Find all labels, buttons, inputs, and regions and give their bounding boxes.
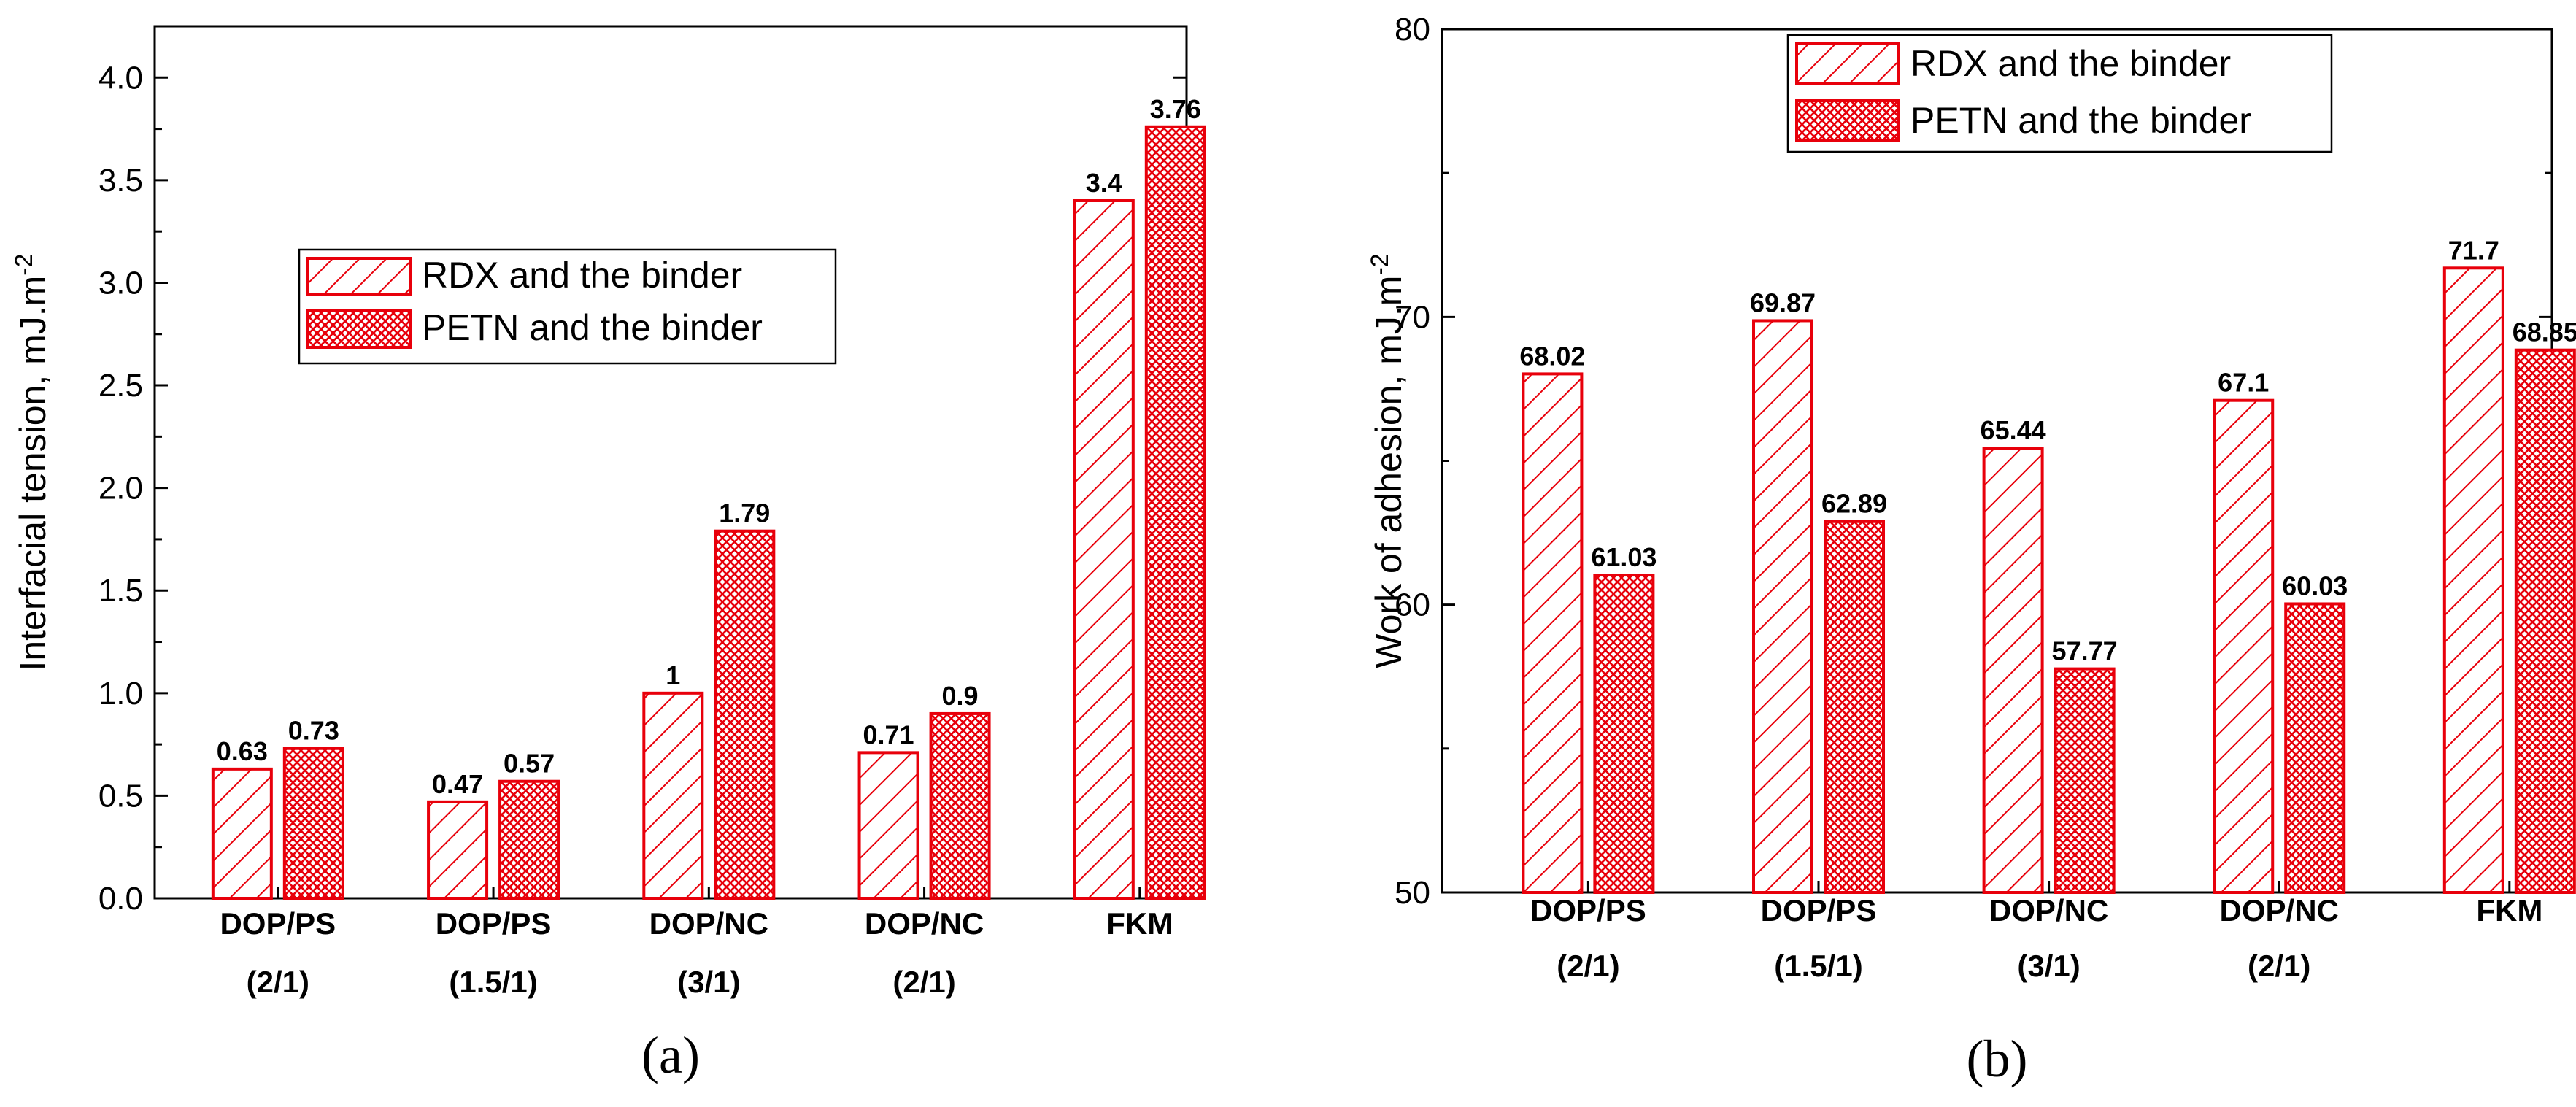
y-tick-label: 4.0 (99, 60, 143, 96)
x-category-label: DOP/NC (1989, 893, 2108, 927)
y-tick-label: 1.0 (99, 676, 143, 711)
y-tick-label: 0.0 (99, 881, 143, 917)
data-label: 0.9 (942, 681, 979, 711)
data-label: 0.71 (863, 720, 914, 749)
x-category-label: DOP/NC (865, 906, 984, 941)
x-category-label: FKM (2476, 893, 2542, 927)
x-category-label: FKM (1106, 906, 1173, 941)
x-category-sublabel: (2/1) (892, 965, 955, 999)
data-label: 3.4 (1086, 168, 1122, 198)
bar-rdx-4 (1073, 199, 1135, 900)
x-category-label: DOP/PS (436, 906, 552, 941)
legend-entry: RDX and the binder (422, 255, 742, 296)
legend-swatch (1795, 42, 1900, 85)
bar-petn-3 (2284, 602, 2346, 894)
bar-rdx-0 (211, 767, 273, 900)
y-tick-label: 70 (1395, 299, 1430, 335)
bar-rdx-3 (2213, 398, 2275, 894)
panel-label: (b) (1967, 1030, 2028, 1088)
y-tick-label: 2.5 (99, 368, 143, 404)
x-category-label: DOP/NC (649, 906, 768, 941)
data-label: 60.03 (2282, 571, 2348, 601)
x-category-sublabel: (2/1) (2248, 949, 2310, 983)
data-label: 68.85 (2513, 317, 2576, 347)
bar-petn-4 (2514, 348, 2576, 895)
x-category-label: DOP/PS (1530, 893, 1646, 927)
legend-swatch (306, 257, 412, 296)
x-category-label: DOP/NC (2220, 893, 2339, 927)
legend-swatch (1795, 99, 1900, 142)
data-label: 61.03 (1591, 542, 1657, 572)
bar-petn-0 (1593, 574, 1655, 895)
panel-label: (a) (641, 1026, 700, 1084)
bar-rdx-3 (857, 751, 919, 900)
x-category-label: DOP/PS (1761, 893, 1877, 927)
bar-rdx-1 (427, 800, 489, 900)
x-category-sublabel: (1.5/1) (1774, 949, 1862, 983)
bar-rdx-1 (1751, 319, 1813, 894)
legend-swatch (306, 309, 412, 349)
data-label: 0.57 (504, 749, 555, 779)
data-label: 62.89 (1821, 489, 1887, 519)
legend-entry: PETN and the binder (422, 307, 763, 348)
bar-petn-2 (2054, 667, 2116, 895)
y-axis-title: Interfacial tension, mJ.m-2 (10, 253, 53, 671)
bar-rdx-4 (2442, 266, 2504, 894)
x-category-sublabel: (2/1) (1557, 949, 1619, 983)
bar-rdx-2 (642, 691, 704, 900)
y-tick-label: 2.0 (99, 471, 143, 506)
bar-petn-4 (1144, 125, 1206, 900)
x-category-sublabel: (3/1) (677, 965, 740, 999)
data-label: 1.79 (719, 498, 770, 528)
bar-petn-3 (929, 711, 991, 900)
x-category-sublabel: (2/1) (247, 965, 309, 999)
bar-petn-1 (1823, 520, 1885, 894)
data-label: 67.1 (2218, 368, 2269, 398)
bar-petn-0 (282, 747, 344, 900)
x-category-sublabel: (3/1) (2017, 949, 2080, 983)
y-tick-label: 50 (1395, 875, 1430, 911)
bar-rdx-0 (1522, 372, 1584, 894)
data-label: 57.77 (2052, 636, 2118, 666)
y-axis-title: Work of adhesion, mJ.m-2 (1366, 253, 1409, 668)
data-label: 69.87 (1750, 288, 1816, 317)
data-label: 0.73 (288, 716, 339, 746)
data-label: 1 (666, 660, 680, 690)
data-label: 65.44 (1981, 415, 2046, 445)
y-tick-label: 3.0 (99, 265, 143, 301)
legend-entry: PETN and the binder (1910, 100, 2251, 141)
y-tick-label: 3.5 (99, 163, 143, 198)
data-label: 71.7 (2448, 235, 2499, 265)
data-label: 68.02 (1519, 341, 1585, 371)
data-label: 3.76 (1150, 94, 1201, 124)
legend-entry: RDX and the binder (1910, 43, 2231, 84)
x-category-sublabel: (1.5/1) (449, 965, 537, 999)
chart-panel-b: 50 60 70 80 Work of adhesion, mJ.m-2 68.02 61.… (1366, 12, 2576, 1088)
y-tick-label: 0.5 (99, 778, 143, 814)
bar-rdx-2 (1982, 447, 2044, 894)
chart-panel-a: 0.0 0.5 1.0 1.5 2.0 2.5 3.0 3.5 4.0 Interfacial t… (10, 25, 1206, 1084)
y-tick-label: 1.5 (99, 573, 143, 609)
y-tick-label: 80 (1395, 12, 1430, 47)
bar-petn-2 (714, 529, 776, 900)
x-category-label: DOP/PS (220, 906, 336, 941)
data-label: 0.63 (217, 736, 268, 766)
y-tick-label: 60 (1395, 587, 1430, 623)
data-label: 0.47 (432, 769, 483, 799)
bar-petn-1 (498, 779, 560, 900)
